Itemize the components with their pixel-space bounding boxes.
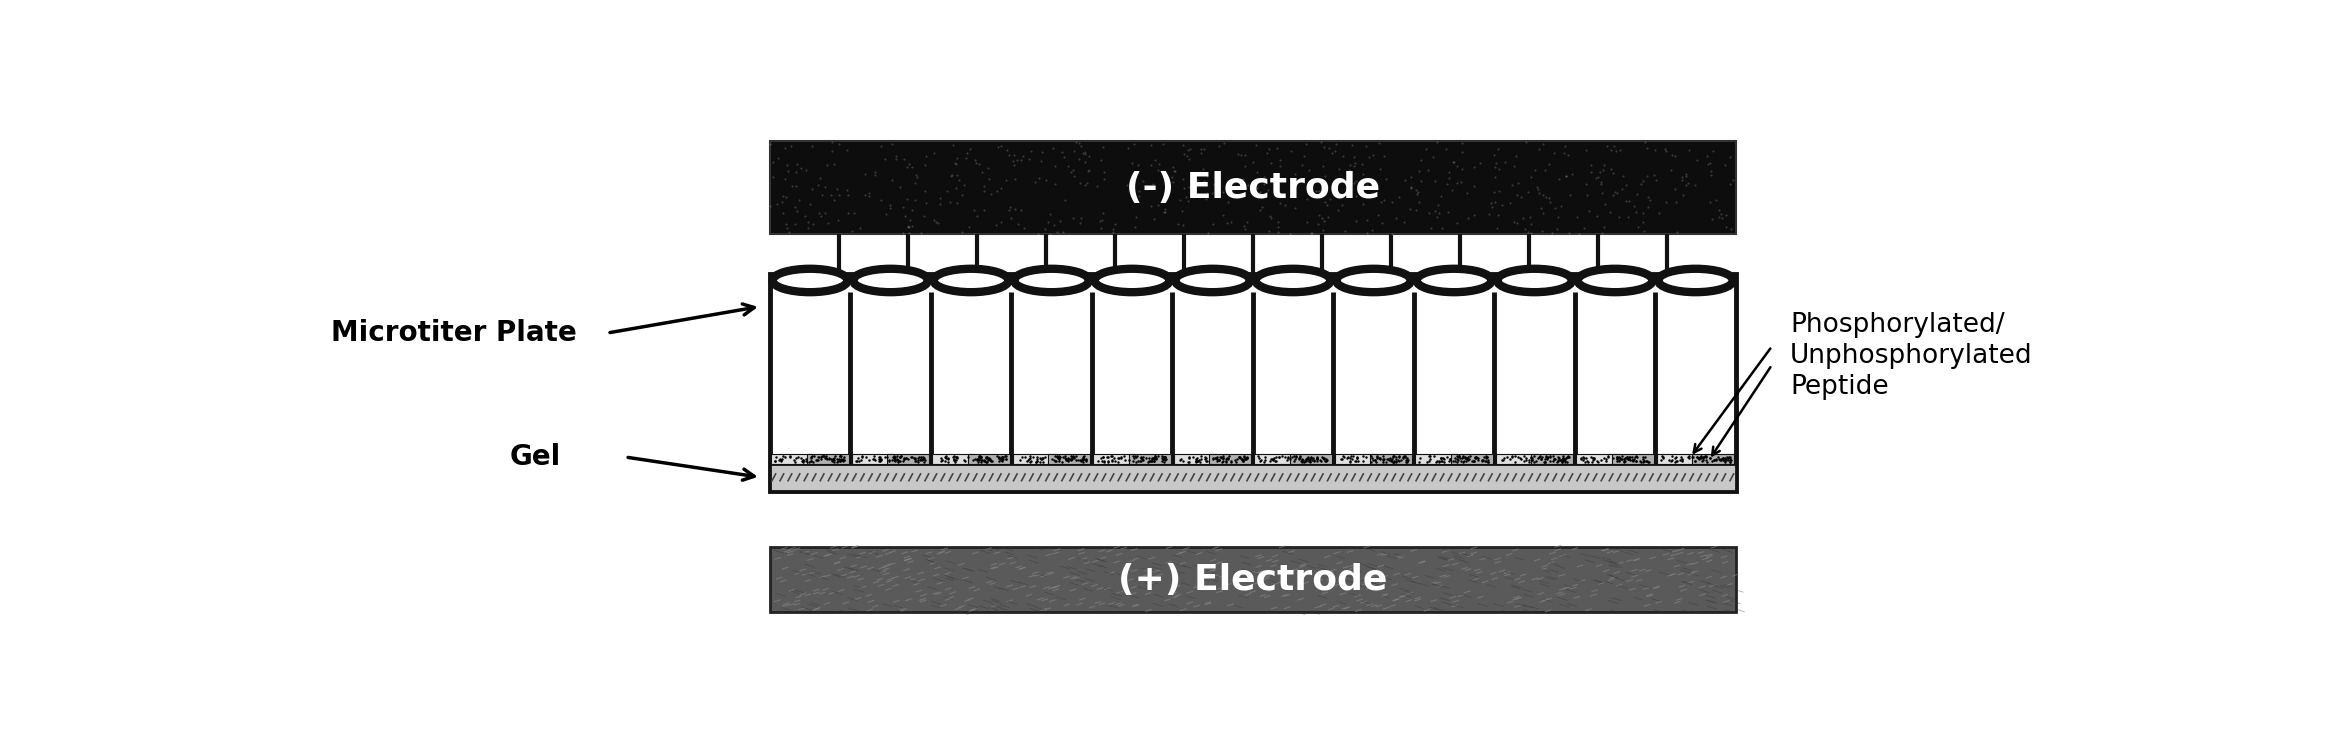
- Bar: [1209, 455, 1251, 464]
- Bar: [1014, 455, 1055, 464]
- Bar: [1657, 455, 1699, 464]
- Bar: [1452, 455, 1494, 464]
- Bar: [1612, 455, 1654, 464]
- Bar: [1093, 455, 1135, 464]
- Bar: [769, 464, 1736, 491]
- Bar: [769, 274, 1736, 491]
- Bar: [1128, 455, 1170, 464]
- Bar: [769, 548, 1736, 612]
- Bar: [853, 455, 895, 464]
- Text: Unphosphorylated: Unphosphorylated: [1789, 343, 2032, 369]
- Bar: [1048, 455, 1090, 464]
- Circle shape: [934, 269, 1009, 292]
- Circle shape: [1256, 269, 1330, 292]
- Bar: [1254, 455, 1295, 464]
- Bar: [1174, 455, 1216, 464]
- Bar: [1335, 455, 1377, 464]
- Circle shape: [1498, 269, 1570, 292]
- Bar: [932, 455, 974, 464]
- Circle shape: [853, 269, 927, 292]
- Text: (+) Electrode: (+) Electrode: [1118, 563, 1386, 597]
- Bar: [1291, 455, 1333, 464]
- Circle shape: [1016, 269, 1088, 292]
- Circle shape: [1659, 269, 1731, 292]
- Bar: [967, 455, 1009, 464]
- Circle shape: [774, 269, 846, 292]
- Circle shape: [1337, 269, 1410, 292]
- Bar: [1577, 455, 1619, 464]
- Bar: [1496, 455, 1538, 464]
- Circle shape: [1095, 269, 1170, 292]
- Bar: [1414, 455, 1456, 464]
- Bar: [771, 455, 813, 464]
- Text: Phosphorylated/: Phosphorylated/: [1789, 312, 2004, 337]
- Bar: [1692, 455, 1734, 464]
- Text: Microtiter Plate: Microtiter Plate: [331, 319, 576, 347]
- Bar: [769, 141, 1736, 234]
- Text: Gel: Gel: [510, 443, 562, 471]
- Bar: [1370, 455, 1412, 464]
- Bar: [1531, 455, 1573, 464]
- Circle shape: [1417, 269, 1491, 292]
- Circle shape: [1577, 269, 1652, 292]
- Text: Peptide: Peptide: [1789, 373, 1890, 400]
- Text: (-) Electrode: (-) Electrode: [1125, 171, 1379, 205]
- Circle shape: [1177, 269, 1249, 292]
- Bar: [888, 455, 930, 464]
- Bar: [806, 455, 848, 464]
